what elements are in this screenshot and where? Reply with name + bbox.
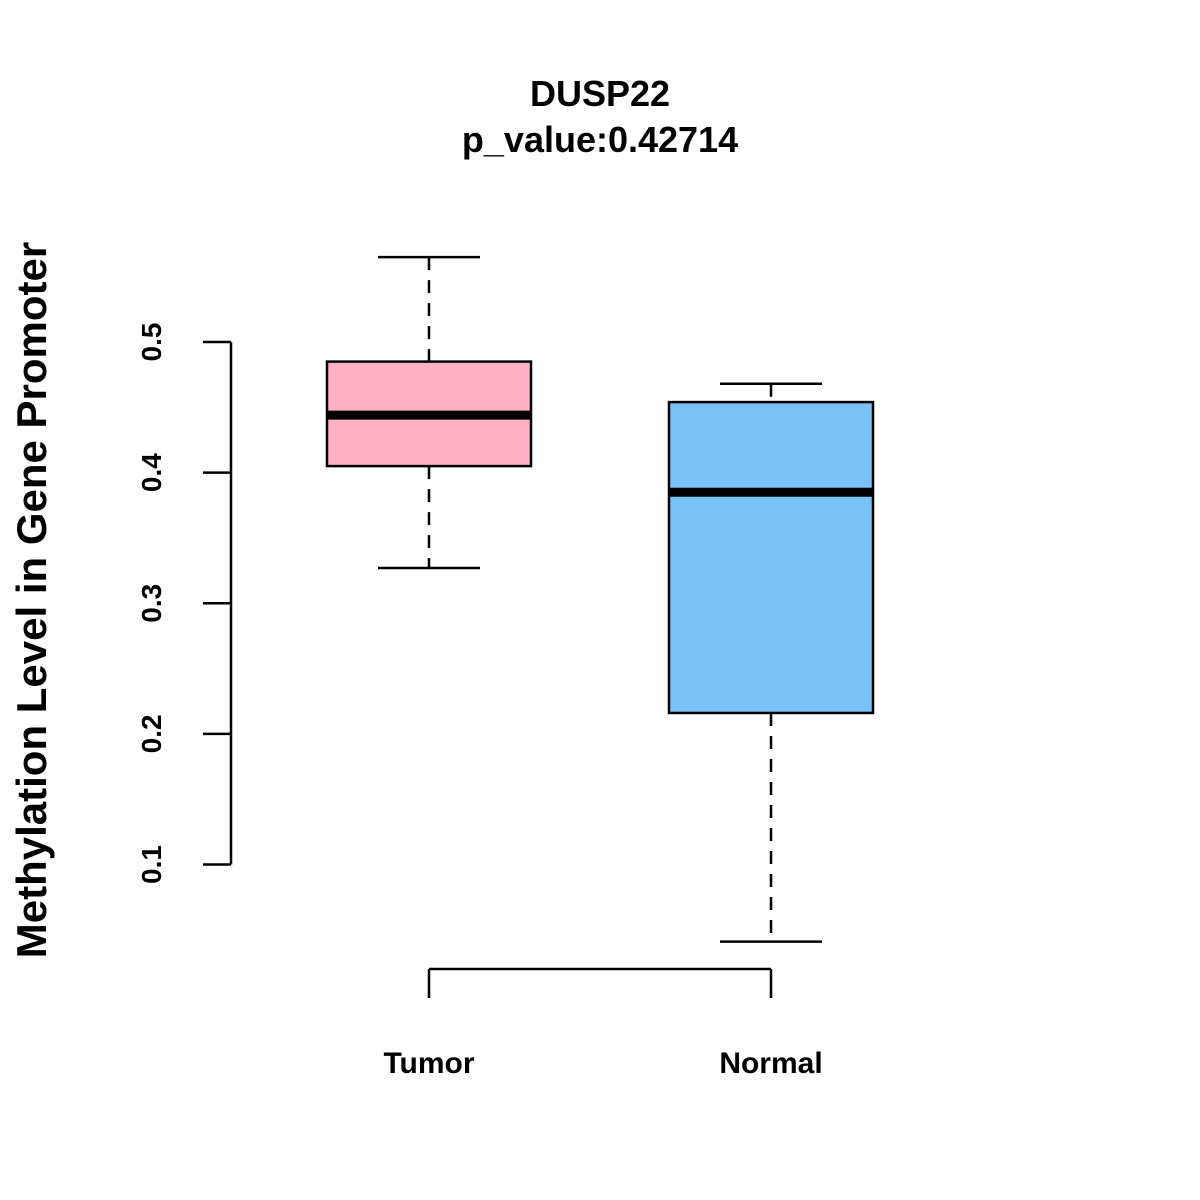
axes-group: 0.1 0.2 0.3 0.4 0.5 Tumor Normal xyxy=(136,323,823,1080)
y-tick-label: 0.3 xyxy=(136,584,167,623)
boxes-group xyxy=(325,255,875,943)
x-category-label: Tumor xyxy=(383,1047,474,1080)
x-category-label: Normal xyxy=(719,1047,822,1080)
box-tumor xyxy=(325,255,533,570)
chart-title: DUSP22 xyxy=(530,73,670,114)
y-tick-label: 0.4 xyxy=(136,453,167,492)
y-tick-label: 0.2 xyxy=(136,714,167,753)
iqr-box xyxy=(667,400,875,715)
box-normal xyxy=(667,382,875,943)
y-tick-label: 0.1 xyxy=(136,845,167,884)
y-axis-label: Methylation Level in Gene Promoter xyxy=(8,242,55,958)
y-tick-label: 0.5 xyxy=(136,323,167,362)
chart-subtitle: p_value:0.42714 xyxy=(462,119,738,160)
